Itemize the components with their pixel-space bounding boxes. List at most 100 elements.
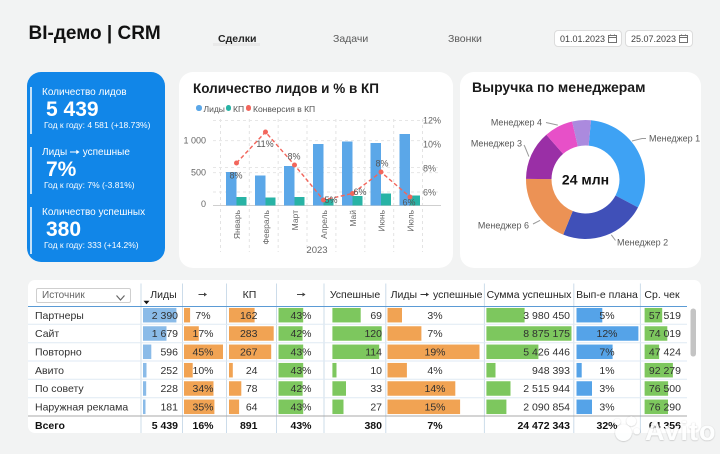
svg-text:16%: 16% <box>192 420 214 432</box>
svg-text:10%: 10% <box>192 365 213 377</box>
svg-text:Avito: Avito <box>645 416 717 446</box>
svg-text:8 875 175: 8 875 175 <box>523 328 570 340</box>
svg-text:43%: 43% <box>290 420 312 432</box>
svg-text:1 679: 1 679 <box>152 328 178 340</box>
svg-text:228: 228 <box>160 383 178 395</box>
svg-text:114: 114 <box>365 347 382 359</box>
svg-text:Май: Май <box>348 210 358 227</box>
svg-text:Лиды: Лиды <box>391 289 417 301</box>
svg-text:8%: 8% <box>229 171 242 181</box>
svg-text:3 980 450: 3 980 450 <box>523 310 570 322</box>
svg-text:162: 162 <box>240 310 258 322</box>
svg-text:76 290: 76 290 <box>649 402 681 414</box>
svg-text:Менеджер 4: Менеджер 4 <box>491 118 542 128</box>
svg-text:1 000: 1 000 <box>183 136 206 146</box>
svg-text:Апрель: Апрель <box>319 209 329 238</box>
svg-text:500: 500 <box>191 168 206 178</box>
svg-text:76 500: 76 500 <box>649 383 681 395</box>
svg-text:17%: 17% <box>192 328 213 340</box>
svg-text:Наружная реклама: Наружная реклама <box>35 402 128 414</box>
svg-text:24: 24 <box>246 365 258 377</box>
svg-text:24 млн: 24 млн <box>562 172 609 188</box>
svg-text:7%: 7% <box>195 310 210 322</box>
svg-text:4%: 4% <box>427 365 442 377</box>
svg-text:3%: 3% <box>427 310 442 322</box>
svg-text:5 426 446: 5 426 446 <box>523 347 570 359</box>
svg-text:32%: 32% <box>596 420 618 432</box>
svg-text:12%: 12% <box>596 328 617 340</box>
svg-text:6%: 6% <box>402 198 415 208</box>
svg-text:3%: 3% <box>599 383 614 395</box>
svg-text:92 279: 92 279 <box>649 365 681 377</box>
svg-text:8%: 8% <box>287 152 300 162</box>
svg-text:8%: 8% <box>423 164 436 174</box>
svg-text:42%: 42% <box>290 328 311 340</box>
svg-text:Февраль: Февраль <box>261 209 271 244</box>
svg-text:7%: 7% <box>599 347 614 359</box>
svg-text:Июнь: Июнь <box>377 209 387 231</box>
svg-text:Всего: Всего <box>35 420 65 432</box>
svg-text:45%: 45% <box>192 347 213 359</box>
svg-text:Лиды: Лиды <box>150 289 176 301</box>
svg-text:2 090 854: 2 090 854 <box>523 402 570 414</box>
svg-text:3%: 3% <box>599 402 614 414</box>
svg-text:267: 267 <box>240 347 258 359</box>
svg-text:5%: 5% <box>599 310 614 322</box>
svg-text:1%: 1% <box>599 365 614 377</box>
svg-text:43%: 43% <box>290 402 311 414</box>
svg-text:Ср. чек: Ср. чек <box>644 289 680 301</box>
svg-text:120: 120 <box>364 328 382 340</box>
svg-text:34%: 34% <box>192 383 213 395</box>
svg-text:Вып-е плана: Вып-е плана <box>576 289 638 301</box>
svg-text:33: 33 <box>370 383 382 395</box>
svg-text:74 019: 74 019 <box>649 328 681 340</box>
svg-text:891: 891 <box>240 420 258 432</box>
svg-text:43%: 43% <box>290 365 311 377</box>
svg-text:2 390: 2 390 <box>152 310 178 322</box>
svg-text:0: 0 <box>201 199 206 209</box>
svg-text:19%: 19% <box>424 347 445 359</box>
svg-text:8%: 8% <box>375 159 388 169</box>
svg-text:Менеджер 1: Менеджер 1 <box>649 134 700 144</box>
svg-text:Партнеры: Партнеры <box>35 310 84 322</box>
svg-text:Авито: Авито <box>35 365 64 377</box>
svg-text:Повторно: Повторно <box>35 347 82 359</box>
svg-text:10%: 10% <box>423 140 441 150</box>
svg-text:43%: 43% <box>290 347 311 359</box>
svg-text:64 356: 64 356 <box>649 420 681 432</box>
svg-text:64: 64 <box>246 402 258 414</box>
svg-text:11%: 11% <box>256 139 273 149</box>
svg-text:57 519: 57 519 <box>649 310 681 322</box>
svg-text:7%: 7% <box>427 328 442 340</box>
svg-text:10: 10 <box>370 365 382 377</box>
svg-text:283: 283 <box>240 328 258 340</box>
svg-text:24 472 343: 24 472 343 <box>517 420 570 432</box>
svg-text:Менеджер 3: Менеджер 3 <box>471 139 522 149</box>
svg-text:6%: 6% <box>423 188 436 198</box>
svg-text:2023: 2023 <box>306 245 327 256</box>
svg-text:380: 380 <box>364 420 382 432</box>
svg-text:14%: 14% <box>424 383 445 395</box>
svg-text:5 439: 5 439 <box>152 420 178 432</box>
svg-text:47 424: 47 424 <box>649 347 681 359</box>
svg-text:35%: 35% <box>192 402 213 414</box>
svg-text:По совету: По совету <box>35 383 84 395</box>
svg-text:Менеджер 2: Менеджер 2 <box>617 238 668 248</box>
svg-text:Январь: Январь <box>232 209 242 239</box>
svg-text:успешные: успешные <box>433 289 483 301</box>
svg-text:7%: 7% <box>427 420 443 432</box>
svg-text:181: 181 <box>160 402 178 414</box>
svg-text:12%: 12% <box>423 116 441 126</box>
svg-text:Июль: Июль <box>406 209 416 231</box>
svg-text:252: 252 <box>160 365 178 377</box>
svg-text:5%: 5% <box>324 195 337 205</box>
svg-text:69: 69 <box>370 310 382 322</box>
svg-text:43%: 43% <box>290 310 311 322</box>
svg-text:42%: 42% <box>290 383 311 395</box>
svg-text:Март: Март <box>290 210 300 230</box>
svg-text:15%: 15% <box>424 402 445 414</box>
svg-text:596: 596 <box>160 347 178 359</box>
svg-text:78: 78 <box>246 383 258 395</box>
svg-text:Сумма успешных: Сумма успешных <box>487 289 573 301</box>
svg-text:2 515 944: 2 515 944 <box>523 383 570 395</box>
